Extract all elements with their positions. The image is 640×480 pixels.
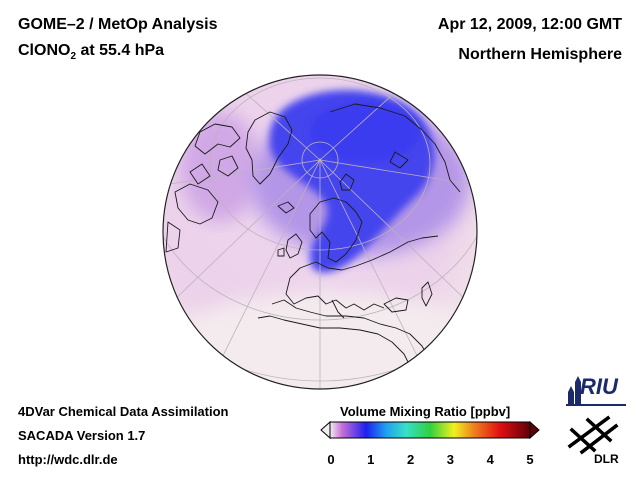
black-sea-coast bbox=[383, 297, 409, 313]
colorbar-tick-label: 1 bbox=[367, 452, 375, 467]
meridian bbox=[163, 159, 321, 353]
species-label: ClONO2 at 55.4 hPa bbox=[18, 42, 164, 62]
colorbar-low-arrow bbox=[320, 420, 331, 440]
map-title: GOME–2 / MetOp Analysis bbox=[18, 16, 218, 33]
date-label: Apr 12, 2009, 12:00 GMT bbox=[437, 16, 622, 33]
colorbar bbox=[320, 420, 540, 440]
dlr-logo bbox=[567, 415, 619, 455]
meridian bbox=[319, 159, 477, 193]
colorbar-tick-label: 4 bbox=[486, 452, 494, 467]
riu-logo bbox=[566, 376, 626, 406]
uk-coast bbox=[277, 233, 303, 259]
riu-building-icon bbox=[568, 376, 581, 404]
mid-anomaly-left bbox=[180, 112, 260, 222]
colorbar-tick-label: 0 bbox=[327, 452, 335, 467]
footer-url: http://wdc.dlr.de bbox=[18, 452, 118, 467]
meridian bbox=[163, 159, 321, 193]
meridian bbox=[199, 75, 321, 161]
footer-method: 4DVar Chemical Data Assimilation bbox=[18, 404, 229, 419]
greenland-coast bbox=[245, 111, 293, 185]
svalbard-coast bbox=[339, 173, 355, 191]
africa-coast bbox=[257, 315, 417, 389]
dlr-logo-text: DLR bbox=[594, 452, 619, 466]
colorbar-gradient bbox=[329, 421, 531, 439]
iceland-coast bbox=[277, 201, 295, 214]
high-core bbox=[310, 102, 420, 162]
siberia-coast bbox=[329, 103, 461, 193]
region-label: Northern Hemisphere bbox=[458, 46, 622, 63]
colorbar-tick-label: 5 bbox=[526, 452, 534, 467]
species-subscript: 2 bbox=[70, 51, 77, 63]
species-prefix: ClONO bbox=[18, 42, 71, 59]
species-level: at 55.4 hPa bbox=[76, 42, 165, 59]
dlr-emblem-icon bbox=[567, 415, 619, 455]
colorbar-tick-label: 2 bbox=[406, 452, 415, 467]
north-america-coast bbox=[165, 183, 219, 253]
north-pole-marker bbox=[318, 158, 322, 162]
caspian-coast bbox=[421, 281, 433, 307]
mediterranean-coast bbox=[271, 299, 397, 329]
meridian bbox=[319, 75, 441, 161]
colorbar-tick-label: 3 bbox=[446, 452, 455, 467]
arctic-canada-coast bbox=[189, 123, 241, 185]
globe-outline bbox=[162, 74, 478, 390]
colorbar-title: Volume Mixing Ratio [ppbv] bbox=[340, 404, 511, 419]
footer-version: SACADA Version 1.7 bbox=[18, 428, 146, 443]
scandinavia-coast bbox=[309, 197, 363, 263]
colorbar-high-arrow bbox=[529, 420, 540, 440]
europe-coast bbox=[285, 235, 439, 311]
globe-map bbox=[162, 74, 478, 390]
riu-logo-text: RIU bbox=[580, 374, 618, 399]
meridian bbox=[319, 159, 477, 353]
